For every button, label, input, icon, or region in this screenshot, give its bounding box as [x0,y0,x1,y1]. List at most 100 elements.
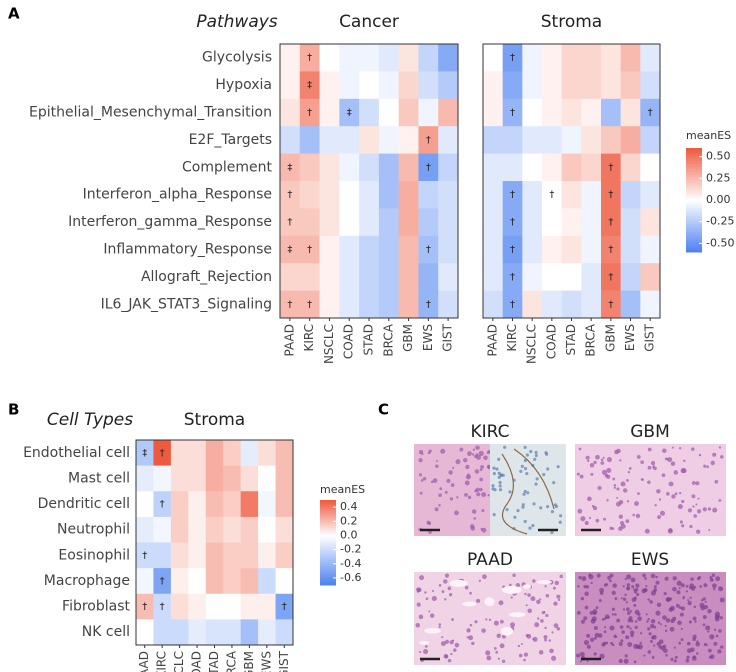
colorbar-step [686,174,702,178]
nucleus [702,597,706,601]
heatmap-cell [136,491,154,518]
heatmap-cell [640,181,661,209]
nucleus [438,623,442,626]
nucleus [624,654,628,658]
significance-mark: † [307,299,312,310]
heatmap-cell [542,181,562,209]
nucleus [620,481,626,487]
nucleus [510,622,516,628]
heatmap-cell [359,44,380,72]
nucleus [485,650,491,656]
heatmap-cell [359,181,380,209]
nucleus [668,528,673,533]
colorbar-step [686,244,702,248]
heatmap-cell [640,98,661,127]
colorbar-step [320,512,336,516]
nucleus [703,464,707,468]
colorbar-step [686,213,702,217]
column-label: BRCA [584,323,598,356]
nucleus [655,580,660,585]
nucleus [647,447,652,452]
heatmap-cell [339,235,360,264]
nucleus [653,625,657,629]
heatmap-cell [205,465,224,492]
heatmap-cell [398,290,419,319]
heatmap-cell [280,126,301,154]
image-title: GBM [630,422,670,442]
column-label: STAD [362,324,376,355]
nucleus [626,500,630,503]
column-label: GBM [242,651,256,672]
heatmap-cell [561,263,582,291]
heatmap-cell [339,263,360,291]
nucleus [664,576,669,581]
nucleus [625,607,630,612]
row-label: Fibroblast [62,599,130,615]
nucleus [545,452,549,456]
nucleus [488,618,492,622]
nucleus [665,597,671,602]
nucleus [584,605,589,610]
nucleus [440,641,446,647]
gland-lumen [522,584,532,589]
nucleus [692,505,695,508]
nucleus [485,618,488,621]
colorbar-step [686,161,702,165]
nucleus [551,631,554,634]
nucleus [708,529,711,532]
nucleus [670,618,675,624]
nucleus [418,450,424,455]
nucleus [586,659,589,662]
nucleus [515,582,521,588]
colorbar-step [320,544,336,548]
row-title: Pathways [196,12,277,32]
colorbar-step [320,529,336,533]
nucleus [650,461,656,466]
nucleus [626,625,630,629]
nucleus [637,616,642,622]
image-background [414,572,566,665]
nucleus [647,480,651,485]
column-label: GIST [277,650,291,672]
heatmap-cell [418,153,439,182]
nucleus [702,507,707,512]
nucleus [677,620,682,626]
heatmap-cell [542,153,562,182]
nucleus [633,588,636,591]
heatmap-cell [522,126,543,154]
nucleus [709,654,715,659]
nucleus [629,627,632,630]
nucleus [647,465,652,470]
nucleus [665,654,668,657]
nucleus [624,593,627,597]
nucleus [672,586,677,592]
heatmap-cell [438,98,459,127]
nucleus [464,492,468,497]
row-label: Macrophage [44,573,130,589]
heatmap-cell [153,542,172,569]
nucleus [680,627,683,630]
heatmap-cell [620,235,641,264]
colorbar-step [320,527,336,531]
nucleus [625,519,630,524]
row-label: E2F_Targets [189,132,272,148]
colorbar-step [686,179,702,183]
nucleus [623,658,629,664]
colorbar-step [686,155,702,159]
nucleus [653,589,656,592]
heatmap-cell [483,181,503,209]
nucleus [482,574,487,580]
nucleus [456,496,459,499]
nucleus [634,625,638,630]
nucleus [616,487,620,491]
colorbar-step [686,184,702,188]
nucleus [655,610,661,616]
colorbar-step [320,538,336,541]
column-label: GIST [643,323,657,351]
heatmap-cell [299,153,320,182]
colorbar-step [320,508,336,512]
nucleus [479,487,483,492]
nucleus [613,483,617,487]
nucleus [481,509,485,513]
nucleus [451,618,454,621]
